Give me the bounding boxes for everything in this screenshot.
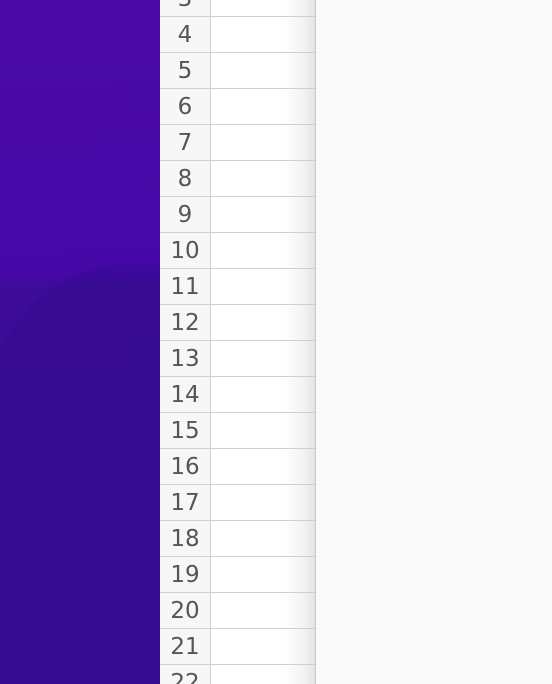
table-row: 22 [160,665,316,684]
row-number[interactable]: 19 [160,557,211,592]
row-number[interactable]: 14 [160,377,211,412]
cell-a18[interactable] [211,521,316,556]
cell-a13[interactable] [211,341,316,376]
table-row: 8 [160,161,316,197]
cell-a12[interactable] [211,305,316,340]
table-row: 6 [160,89,316,125]
cell-a3[interactable] [211,0,316,16]
row-number[interactable]: 22 [160,665,211,684]
table-row: 16 [160,449,316,485]
cell-a21[interactable] [211,629,316,664]
cell-a9[interactable] [211,197,316,232]
table-row: 21 [160,629,316,665]
cell-a5[interactable] [211,53,316,88]
cell-a8[interactable] [211,161,316,196]
cell-a4[interactable] [211,17,316,52]
row-number[interactable]: 21 [160,629,211,664]
table-row: 19 [160,557,316,593]
cell-a10[interactable] [211,233,316,268]
row-number[interactable]: 15 [160,413,211,448]
cell-a17[interactable] [211,485,316,520]
row-number[interactable]: 16 [160,449,211,484]
cell-a20[interactable] [211,593,316,628]
row-number[interactable]: 4 [160,17,211,52]
cell-a7[interactable] [211,125,316,160]
row-number[interactable]: 6 [160,89,211,124]
row-number[interactable]: 8 [160,161,211,196]
row-number[interactable]: 17 [160,485,211,520]
row-number[interactable]: 9 [160,197,211,232]
table-row: 20 [160,593,316,629]
cell-a19[interactable] [211,557,316,592]
table-row: 5 [160,53,316,89]
table-row: 12 [160,305,316,341]
cell-a16[interactable] [211,449,316,484]
row-list: 3 4 5 6 7 8 9 [160,0,316,684]
row-number[interactable]: 12 [160,305,211,340]
row-number[interactable]: 18 [160,521,211,556]
table-row: 10 [160,233,316,269]
table-row: 13 [160,341,316,377]
row-number[interactable]: 7 [160,125,211,160]
row-number[interactable]: 20 [160,593,211,628]
table-row: 18 [160,521,316,557]
table-row: 11 [160,269,316,305]
table-row: 15 [160,413,316,449]
spreadsheet-window: 3 4 5 6 7 8 9 [160,0,552,684]
table-row: 9 [160,197,316,233]
grid-right-edge [315,0,316,684]
table-row: 7 [160,125,316,161]
cell-a11[interactable] [211,269,316,304]
table-row: 14 [160,377,316,413]
row-number[interactable]: 10 [160,233,211,268]
row-number[interactable]: 11 [160,269,211,304]
cell-a22[interactable] [211,665,316,684]
table-row: 3 [160,0,316,17]
row-number[interactable]: 3 [160,0,211,16]
desktop-wallpaper [0,0,160,684]
table-row: 4 [160,17,316,53]
row-number[interactable]: 5 [160,53,211,88]
cell-a14[interactable] [211,377,316,412]
row-number[interactable]: 13 [160,341,211,376]
cell-a6[interactable] [211,89,316,124]
table-row: 17 [160,485,316,521]
spreadsheet-grid: 3 4 5 6 7 8 9 [160,0,316,684]
cell-a15[interactable] [211,413,316,448]
